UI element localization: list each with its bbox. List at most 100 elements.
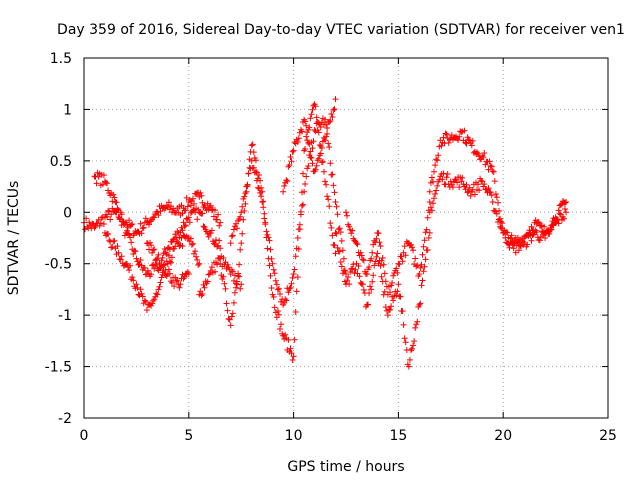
data-point-track-12	[439, 176, 446, 183]
tick-marks	[83, 57, 609, 419]
data-point-track-9	[349, 265, 356, 272]
data-point-track-3	[195, 262, 202, 268]
data-point-track-6	[227, 322, 234, 329]
data-point-track-10	[412, 255, 419, 262]
data-point-track-7	[251, 169, 258, 176]
data-point-track-11	[445, 139, 452, 146]
data-point-track-9	[395, 281, 402, 288]
y-axis-label: SDTVAR / TECUs	[6, 181, 22, 296]
data-point-track-9	[347, 269, 354, 275]
data-point-track-8	[302, 118, 309, 125]
data-point-track-6	[326, 203, 333, 210]
data-point-track-7	[292, 253, 299, 260]
data-point-track-6	[222, 285, 229, 292]
data-point-track-6	[282, 331, 289, 338]
data-point-track-11	[488, 163, 495, 170]
data-point-track-1	[86, 219, 93, 226]
data-point-track-12	[546, 230, 553, 237]
data-point-track-12	[563, 209, 570, 216]
data-point-track-3	[186, 238, 193, 245]
data-point-track-1	[207, 202, 214, 209]
data-point-track-6	[270, 294, 277, 300]
data-point-track-10	[388, 282, 395, 289]
data-point-track-4	[165, 266, 172, 273]
data-point-track-6	[313, 114, 320, 121]
data-point-track-11	[493, 194, 500, 201]
data-point-track-3	[192, 248, 199, 255]
data-point-track-12	[504, 240, 511, 247]
data-point-track-3	[187, 235, 194, 242]
data-point-track-6	[239, 230, 246, 237]
data-point-track-2	[159, 254, 166, 261]
data-point-track-10	[387, 289, 393, 296]
data-point-track-9	[370, 272, 377, 279]
data-point-track-11	[442, 130, 449, 137]
data-point-track-2	[131, 247, 138, 254]
data-point-track-7	[305, 163, 312, 169]
data-marks	[81, 96, 570, 370]
data-point-track-7	[248, 157, 255, 164]
data-point-track-3	[149, 300, 156, 307]
data-point-track-9	[387, 306, 393, 313]
data-point-track-6	[230, 299, 237, 306]
data-point-track-9	[359, 281, 366, 288]
data-point-track-12	[467, 192, 474, 199]
data-point-track-7	[288, 280, 295, 287]
data-point-track-10	[390, 272, 397, 279]
data-point-track-9	[411, 338, 418, 345]
data-point-track-2	[103, 179, 109, 186]
data-point-track-6	[325, 196, 332, 203]
data-point-track-10	[368, 255, 375, 262]
data-point-track-8	[290, 147, 297, 154]
data-point-track-2	[127, 234, 134, 241]
data-point-track-7	[242, 190, 249, 197]
x-tick-label: 10	[285, 428, 303, 444]
data-point-track-1	[204, 200, 211, 207]
data-point-track-10	[354, 241, 361, 248]
data-point-track-10	[381, 270, 388, 277]
data-point-track-8	[309, 160, 316, 167]
data-point-track-7	[296, 221, 303, 228]
data-point-track-11	[497, 215, 504, 222]
data-point-track-7	[315, 120, 322, 127]
data-point-track-1	[138, 230, 145, 237]
data-point-track-6	[224, 307, 231, 314]
data-point-track-8	[330, 107, 337, 113]
data-point-track-11	[455, 137, 462, 143]
data-point-track-3	[166, 258, 173, 265]
data-point-track-3	[105, 231, 112, 238]
data-point-track-7	[325, 140, 332, 147]
data-point-track-10	[343, 209, 349, 216]
data-point-track-9	[409, 345, 415, 352]
data-point-track-12	[533, 229, 540, 235]
data-point-track-8	[315, 155, 322, 162]
data-point-track-3	[165, 252, 172, 259]
data-point-track-8	[305, 139, 312, 146]
data-point-track-8	[324, 125, 331, 131]
data-point-track-9	[378, 273, 385, 280]
data-point-track-9	[400, 321, 407, 328]
data-point-track-10	[382, 278, 389, 285]
data-point-track-6	[288, 350, 295, 357]
data-point-track-1	[183, 194, 190, 201]
data-point-track-12	[517, 242, 523, 249]
data-point-track-3	[117, 256, 124, 263]
data-point-track-6	[321, 168, 327, 175]
data-point-track-12	[500, 229, 507, 236]
data-point-track-2	[208, 227, 215, 234]
data-point-track-2	[117, 209, 124, 216]
data-point-track-2	[111, 194, 118, 201]
data-point-track-9	[374, 250, 381, 257]
data-point-track-7	[257, 189, 264, 196]
data-point-track-7	[250, 164, 257, 171]
data-point-track-1	[212, 207, 218, 214]
data-point-track-1	[155, 212, 162, 219]
data-point-track-12	[430, 200, 436, 207]
data-point-track-5	[200, 281, 207, 288]
data-point-track-6	[268, 285, 275, 291]
data-point-track-5	[205, 271, 212, 278]
data-point-track-1	[139, 225, 146, 232]
data-point-track-2	[194, 216, 201, 223]
data-point-track-6	[294, 274, 301, 281]
data-point-track-4	[150, 247, 157, 254]
